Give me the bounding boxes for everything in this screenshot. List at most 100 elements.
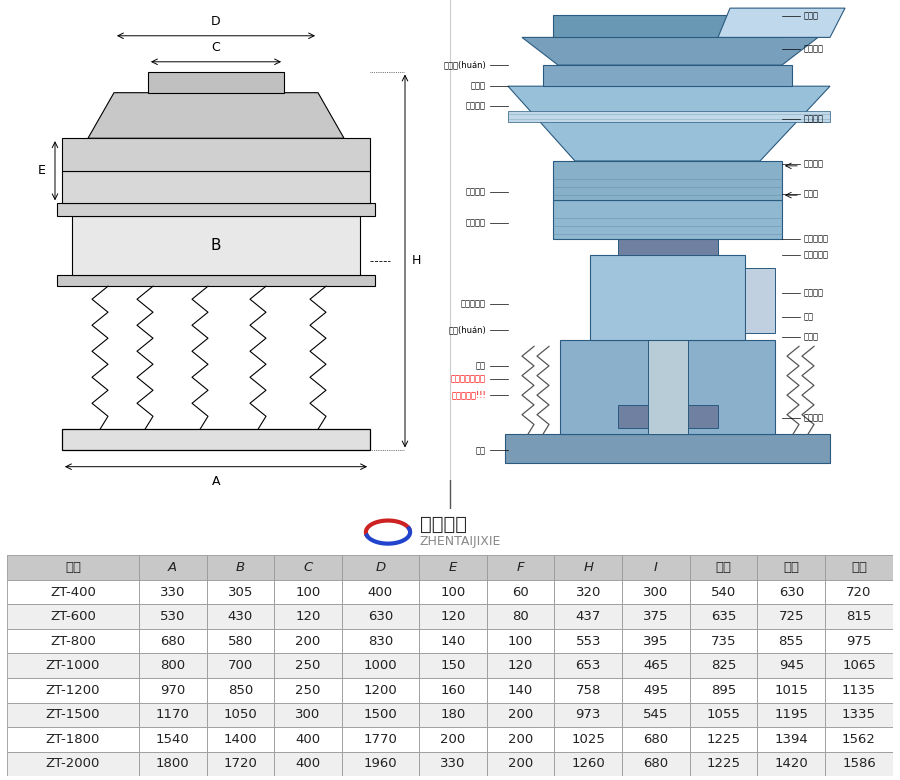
Bar: [62, 171, 370, 204]
Text: 465: 465: [644, 659, 669, 672]
Text: 60: 60: [512, 586, 529, 599]
Text: 330: 330: [440, 757, 465, 771]
Bar: [342, 752, 419, 776]
Text: 1195: 1195: [774, 708, 808, 722]
Bar: [274, 678, 342, 703]
Text: 330: 330: [160, 586, 185, 599]
Text: 外形尺寸圖: 外形尺寸圖: [198, 485, 252, 503]
Bar: [758, 580, 825, 604]
Text: 防塵蓋: 防塵蓋: [471, 82, 486, 90]
Bar: [622, 604, 689, 629]
Bar: [758, 629, 825, 654]
Text: 850: 850: [228, 684, 253, 697]
Bar: [274, 604, 342, 629]
Bar: [689, 580, 758, 604]
Bar: [274, 654, 342, 678]
Text: 320: 320: [575, 586, 601, 599]
Bar: [7, 580, 139, 604]
Bar: [7, 703, 139, 727]
Text: 160: 160: [440, 684, 465, 697]
Bar: [825, 752, 893, 776]
Text: E: E: [448, 561, 457, 574]
Text: C: C: [212, 41, 220, 54]
Bar: [622, 654, 689, 678]
Text: 305: 305: [228, 586, 253, 599]
Bar: [554, 752, 622, 776]
Text: ZT-400: ZT-400: [50, 586, 96, 599]
Bar: [554, 604, 622, 629]
Text: 720: 720: [846, 586, 871, 599]
Text: D: D: [212, 15, 220, 27]
Bar: [689, 727, 758, 752]
Bar: [554, 629, 622, 654]
Bar: [274, 727, 342, 752]
Bar: [57, 204, 375, 216]
Text: 1055: 1055: [706, 708, 741, 722]
Bar: [419, 604, 487, 629]
Text: 970: 970: [160, 684, 185, 697]
Text: 三層: 三層: [851, 561, 867, 574]
Bar: [618, 239, 718, 255]
Text: 250: 250: [295, 684, 320, 697]
Bar: [758, 752, 825, 776]
Text: 375: 375: [644, 610, 669, 623]
Text: 825: 825: [711, 659, 736, 672]
Bar: [825, 604, 893, 629]
Bar: [487, 752, 554, 776]
Bar: [487, 703, 554, 727]
Text: H: H: [412, 254, 421, 268]
Text: 1770: 1770: [364, 733, 398, 746]
Text: 底部框架: 底部框架: [466, 218, 486, 227]
Bar: [62, 138, 370, 171]
Text: 運輸用固定螺栓: 運輸用固定螺栓: [451, 374, 486, 384]
Text: 1394: 1394: [774, 733, 808, 746]
Text: 80: 80: [512, 610, 529, 623]
Bar: [689, 654, 758, 678]
Text: 進料口: 進料口: [804, 12, 819, 21]
Bar: [553, 161, 782, 200]
Text: 試機時去掉!!!: 試機時去掉!!!: [451, 391, 486, 399]
Text: 140: 140: [440, 635, 465, 647]
Polygon shape: [508, 86, 830, 161]
Text: 1420: 1420: [774, 757, 808, 771]
Text: 振泰機械: 振泰機械: [420, 515, 467, 534]
Bar: [553, 200, 782, 239]
Bar: [206, 629, 274, 654]
Polygon shape: [88, 93, 344, 138]
Polygon shape: [718, 8, 845, 37]
Text: 200: 200: [508, 708, 533, 722]
Bar: [419, 727, 487, 752]
Bar: [487, 555, 554, 580]
Text: 型號: 型號: [65, 561, 81, 574]
Bar: [274, 580, 342, 604]
Bar: [342, 580, 419, 604]
Text: 400: 400: [295, 757, 320, 771]
Text: 綾外重錘板: 綾外重錘板: [804, 251, 829, 260]
Bar: [487, 629, 554, 654]
Text: 400: 400: [368, 586, 393, 599]
Text: 橡膠球: 橡膠球: [804, 189, 819, 198]
Bar: [139, 678, 206, 703]
Text: 100: 100: [440, 586, 465, 599]
Text: ZT-1500: ZT-1500: [46, 708, 100, 722]
Text: C: C: [303, 561, 312, 574]
Bar: [622, 727, 689, 752]
Text: D: D: [375, 561, 385, 574]
Text: 1065: 1065: [842, 659, 876, 672]
Bar: [689, 752, 758, 776]
Text: 彈簧: 彈簧: [476, 361, 486, 370]
Text: 680: 680: [644, 757, 669, 771]
Bar: [553, 15, 782, 37]
Text: 120: 120: [295, 610, 320, 623]
Text: 1800: 1800: [156, 757, 190, 771]
Text: 壓緊環(huán): 壓緊環(huán): [443, 61, 486, 69]
Text: 底座: 底座: [476, 446, 486, 455]
Bar: [419, 654, 487, 678]
Bar: [825, 727, 893, 752]
Bar: [342, 555, 419, 580]
Text: 二層: 二層: [783, 561, 799, 574]
Bar: [689, 703, 758, 727]
Bar: [622, 678, 689, 703]
Bar: [689, 555, 758, 580]
Text: 1025: 1025: [572, 733, 605, 746]
